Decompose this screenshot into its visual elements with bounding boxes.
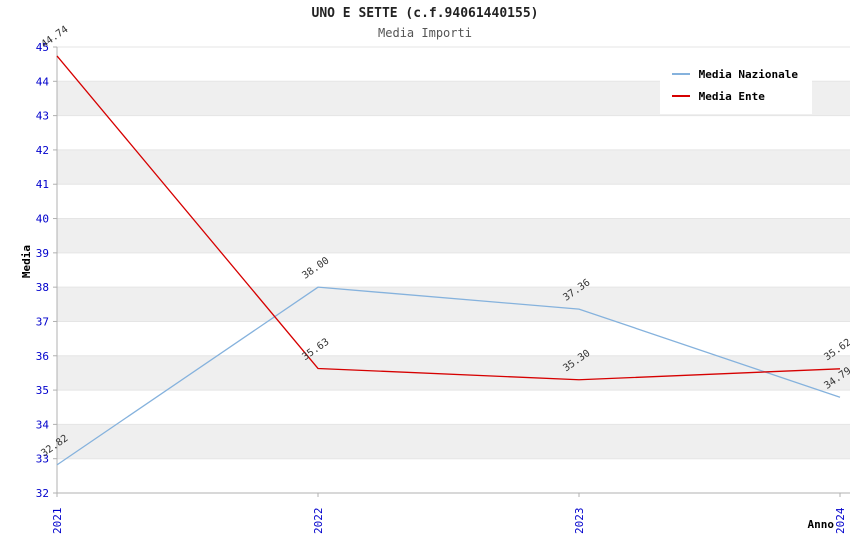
legend-label-media-nazionale: Media Nazionale — [698, 67, 798, 81]
y-tick-label: 36 — [36, 350, 49, 363]
x-tick-label: 2021 — [51, 508, 64, 535]
legend: Media Nazionale Media Ente — [659, 56, 812, 114]
legend-line-media-ente-icon — [671, 95, 690, 97]
chart-subtitle: Media Importi — [378, 26, 472, 40]
legend-label-media-ente: Media Ente — [698, 89, 765, 103]
legend-item-media-ente: Media Ente — [671, 85, 798, 107]
y-tick-label: 42 — [36, 144, 49, 157]
plot-band — [57, 355, 850, 391]
y-tick-label: 35 — [36, 384, 49, 397]
legend-line-media-nazionale-icon — [671, 73, 690, 75]
y-tick-label: 37 — [36, 315, 49, 328]
y-tick-label: 34 — [36, 418, 50, 431]
y-tick-label: 44 — [36, 75, 50, 88]
plot-band — [57, 287, 850, 322]
y-tick-label: 38 — [36, 281, 49, 294]
y-tick-label: 32 — [36, 487, 49, 500]
x-axis-title: Anno — [807, 518, 835, 531]
point-label: 38.00 — [300, 255, 331, 281]
y-tick-label: 43 — [36, 110, 49, 123]
y-tick-label: 41 — [36, 178, 49, 191]
x-tick-label: 2023 — [573, 508, 586, 535]
legend-item-media-nazionale: Media Nazionale — [671, 63, 798, 85]
plot-band — [57, 218, 850, 253]
plot-band — [57, 424, 850, 459]
y-tick-label: 39 — [36, 247, 49, 260]
y-tick-label: 33 — [36, 453, 49, 466]
y-axis-title: Media — [20, 244, 34, 279]
series-line-media-nazionale — [56, 286, 841, 466]
series-line-media-ente — [56, 55, 841, 381]
x-tick-label: 2024 — [834, 507, 847, 534]
y-tick-label: 40 — [36, 213, 49, 226]
chart-title: UNO E SETTE (c.f.94061440155) — [311, 6, 539, 21]
plot-band — [57, 149, 850, 185]
x-tick-label: 2022 — [312, 508, 325, 535]
y-tick-label: 45 — [36, 41, 49, 54]
